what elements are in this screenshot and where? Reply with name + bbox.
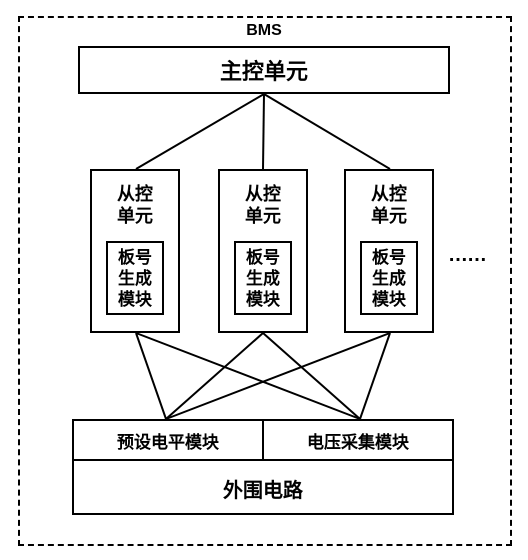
peripheral-circuit: 预设电平模块 电压采集模块 外围电路 — [72, 419, 454, 515]
peripheral-label: 外围电路 — [74, 461, 452, 515]
master-label: 主控单元 — [220, 54, 308, 86]
slave-unit-1: 从控单元 板号生成模块 — [90, 169, 180, 333]
slave-unit-2: 从控单元 板号生成模块 — [218, 169, 308, 333]
board-label-2: 板号生成模块 — [246, 247, 280, 310]
master-unit: 主控单元 — [78, 46, 450, 94]
slave-title-3: 从控单元 — [371, 183, 407, 227]
ellipsis: …… — [448, 244, 486, 267]
board-module-3: 板号生成模块 — [360, 241, 418, 315]
slave-title-1: 从控单元 — [117, 183, 153, 227]
preset-label: 预设电平模块 — [117, 428, 219, 453]
board-label-3: 板号生成模块 — [372, 247, 406, 310]
preset-level-module: 预设电平模块 — [74, 421, 264, 459]
peripheral-top-row: 预设电平模块 电压采集模块 — [74, 421, 452, 461]
voltage-acquisition-module: 电压采集模块 — [264, 421, 452, 459]
board-module-1: 板号生成模块 — [106, 241, 164, 315]
board-module-2: 板号生成模块 — [234, 241, 292, 315]
slave-unit-3: 从控单元 板号生成模块 — [344, 169, 434, 333]
slave-title-2: 从控单元 — [245, 183, 281, 227]
bms-title: BMS — [240, 22, 288, 40]
voltage-label: 电压采集模块 — [307, 428, 409, 453]
board-label-1: 板号生成模块 — [118, 247, 152, 310]
